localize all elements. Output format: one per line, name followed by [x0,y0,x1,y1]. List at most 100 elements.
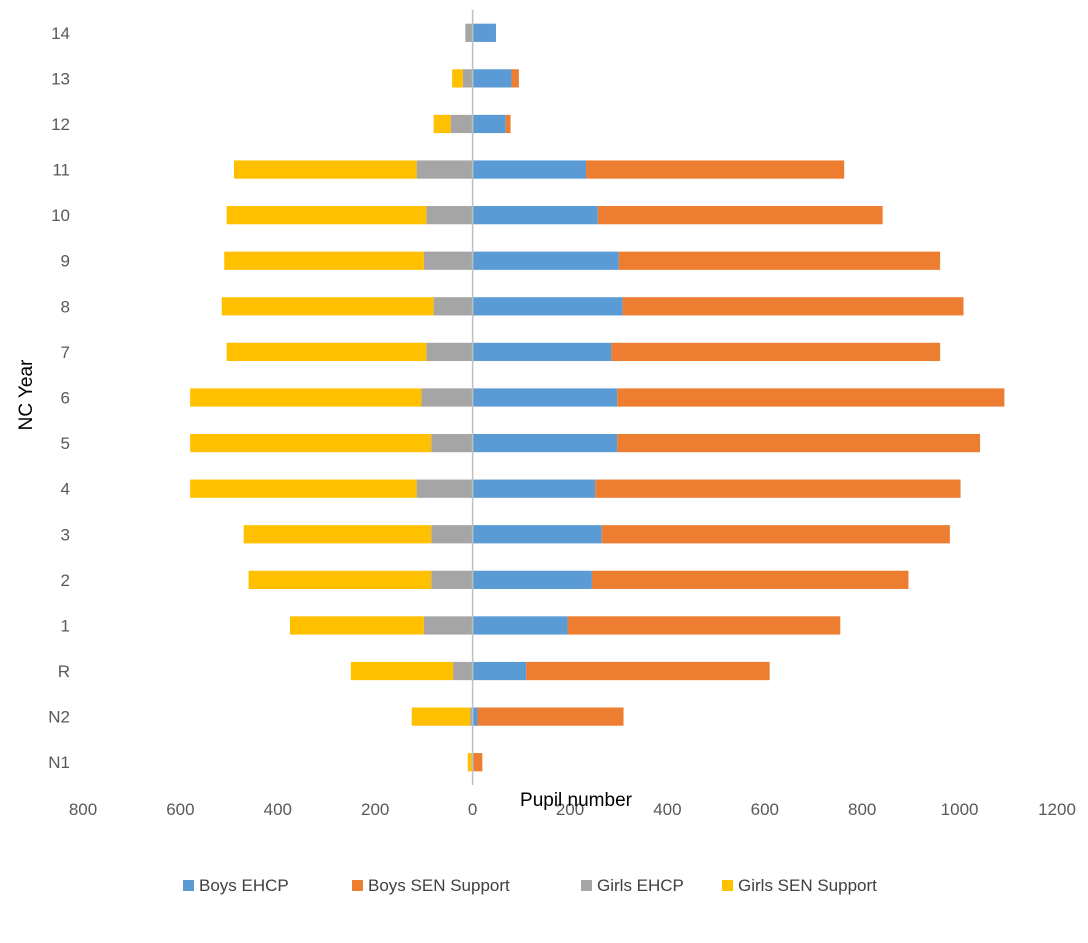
bar-girls-ehcp-11 [416,160,473,179]
y-tick-label: 1 [61,616,70,635]
y-tick-label: 9 [61,252,70,271]
x-tick-label: 200 [361,800,389,819]
legend-swatch [722,880,733,891]
x-tick-label: 400 [264,800,292,819]
bar-boys-sen-support-7 [611,342,941,362]
bar-boys-ehcp-9 [472,251,619,270]
bar-boys-ehcp-10 [472,206,598,225]
bar-girls-sen-support-5 [190,433,432,453]
y-tick-label: 11 [52,161,70,180]
x-tick-label: 0 [468,800,477,819]
bar-girls-sen-support-9 [224,251,424,270]
bar-girls-ehcp-6 [421,388,473,407]
y-tick-label: 8 [61,297,70,316]
legend-item-girls-ehcp: Girls EHCP [581,876,684,895]
bar-girls-ehcp-7 [426,342,473,362]
y-tick-label: 4 [61,480,70,499]
bar-girls-ehcp-5 [431,433,473,453]
bar-girls-sen-support-1 [289,616,424,635]
bar-girls-ehcp-12 [450,114,473,134]
bar-girls-sen-support-8 [221,297,434,316]
bar-girls-sen-support-4 [190,479,417,498]
bars-layer [190,23,1005,772]
legend-swatch [352,880,363,891]
bar-boys-sen-support-5 [617,433,981,453]
bar-boys-sen-support-11 [586,160,845,179]
legend-item-boys-sen-support: Boys SEN Support [352,876,510,895]
bar-boys-sen-support-3 [601,525,950,544]
bar-boys-ehcp-4 [472,479,596,498]
legend-label: Boys SEN Support [368,876,510,895]
x-tick-label: 600 [751,800,779,819]
x-tick-label: 600 [166,800,194,819]
y-tick-label: N2 [48,708,70,727]
x-tick-label: 200 [556,800,584,819]
y-tick-label: 14 [51,24,70,43]
bar-boys-ehcp-8 [472,297,623,316]
y-tick-label: R [58,662,70,681]
bar-girls-sen-support-n1 [467,753,472,772]
x-tick-label: 800 [69,800,97,819]
bar-boys-ehcp-6 [472,388,618,407]
y-tick-label: 10 [51,206,70,225]
bar-boys-ehcp-n2 [472,707,478,726]
bar-boys-sen-support-13 [511,69,519,88]
bar-girls-ehcp-13 [462,69,473,88]
legend-label: Girls SEN Support [738,876,877,895]
bar-boys-sen-support-9 [618,251,941,270]
bar-boys-ehcp-3 [472,525,602,544]
bar-boys-sen-support-6 [617,388,1005,407]
x-tick-label: 800 [848,800,876,819]
bar-girls-ehcp-3 [431,525,473,544]
legend-swatch [581,880,592,891]
y-tick-label: 5 [61,434,70,453]
legend: Boys EHCP Boys SEN Support Girls EHCP Girls… [183,876,877,895]
bar-boys-sen-support-r [526,661,770,681]
bar-boys-ehcp-5 [472,433,618,453]
bar-boys-ehcp-r [472,661,527,681]
y-tick-label: 3 [61,525,70,544]
y-tick-label: 7 [61,343,70,362]
legend-label: Boys EHCP [199,876,289,895]
y-tick-label: 12 [51,115,70,134]
y-axis-title: NC Year [16,359,37,430]
bar-girls-sen-support-n2 [411,707,471,726]
bar-girls-ehcp-2 [431,570,473,589]
bar-boys-ehcp-1 [472,616,568,635]
bar-girls-ehcp-14 [465,23,473,42]
legend-label: Girls EHCP [597,876,684,895]
bar-boys-ehcp-13 [472,69,512,88]
bar-girls-sen-support-13 [452,69,463,88]
bar-girls-ehcp-8 [433,297,473,316]
bar-boys-ehcp-7 [472,342,612,362]
bar-girls-sen-support-10 [226,206,427,225]
x-tick-labels: 800 600 400 200 0 200 400 600 800 1000 1200 [69,800,1076,819]
bar-girls-sen-support-7 [226,342,427,362]
bar-boys-sen-support-n1 [473,753,483,772]
bar-girls-sen-support-11 [233,160,417,179]
bar-boys-sen-support-1 [567,616,841,635]
legend-item-girls-sen-support: Girls SEN Support [722,876,877,895]
bar-boys-sen-support-2 [591,570,909,589]
bar-boys-ehcp-11 [472,160,587,179]
y-tick-label: 2 [61,571,70,590]
legend-item-boys-ehcp: Boys EHCP [183,876,289,895]
bar-boys-ehcp-2 [472,570,592,589]
bar-girls-sen-support-3 [243,525,432,544]
bar-girls-ehcp-10 [426,206,473,225]
bar-girls-sen-support-12 [433,114,451,134]
bar-girls-sen-support-6 [190,388,422,407]
y-tick-label: 13 [51,69,70,88]
y-tick-label: N1 [48,753,70,772]
y-tick-label: 6 [61,389,70,408]
x-tick-label: 400 [653,800,681,819]
bar-boys-ehcp-12 [472,114,506,134]
bar-boys-sen-support-4 [595,479,961,498]
legend-swatch [183,880,194,891]
bar-boys-sen-support-10 [597,206,883,225]
bar-boys-sen-support-12 [505,114,511,134]
bar-girls-ehcp-9 [423,251,473,270]
bar-girls-sen-support-r [350,661,454,681]
